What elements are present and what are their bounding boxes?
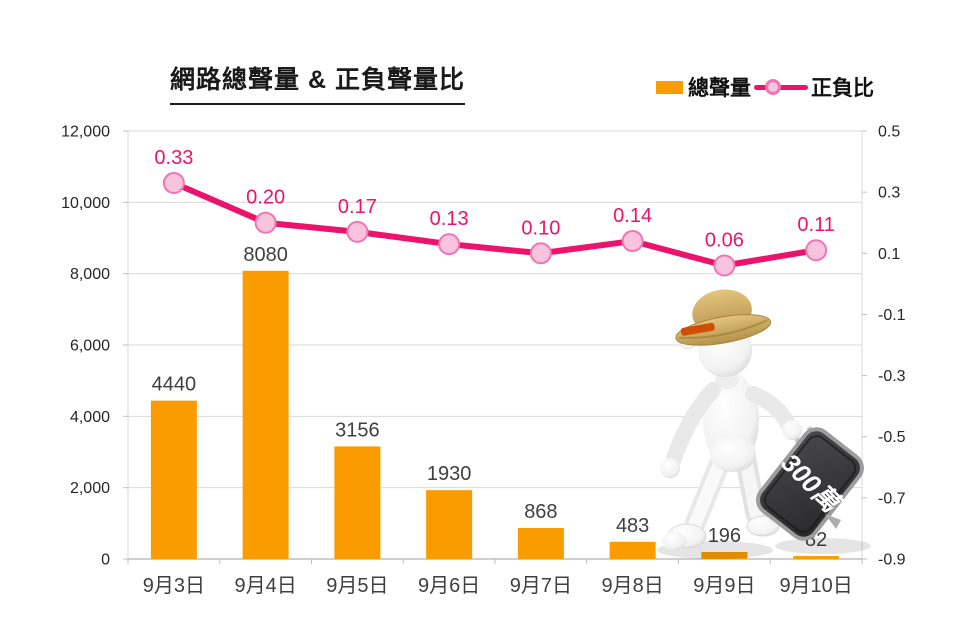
legend-item-line: 正負比 [751,72,874,102]
x-axis-category-label: 9月7日 [510,575,572,597]
left-axis-tick-label: 0 [101,552,110,569]
line-series [170,179,820,269]
left-axis-tick-label: 6,000 [70,338,110,355]
bar-value-label: 4440 [152,374,197,396]
suitcase-inner-edge [763,435,857,533]
figure-rear-boot [746,515,780,537]
bar-value-label: 8080 [243,244,288,266]
figure-right-hand [782,420,802,440]
figure-left-arm [664,382,721,472]
line-value-label: 0.17 [338,196,377,218]
bar-value-label: 196 [708,525,741,547]
suitcase: 300萬 [756,426,864,541]
x-axis-category-label: 9月8日 [602,575,664,597]
legend: 總聲量 正負比 [656,76,874,100]
line-value-label: 0.14 [613,205,652,227]
left-axis-tick-label: 12,000 [61,124,110,141]
bar [334,446,381,559]
bar-value-label: 868 [524,501,557,523]
line-marker [254,211,277,234]
line-value-label: 0.20 [246,187,285,209]
bar [150,400,197,559]
line-marker [162,171,185,194]
line-swatch-marker-icon [765,79,781,95]
x-axis-category-label: 9月9日 [693,575,755,597]
x-axis-category-label: 9月3日 [143,575,205,597]
right-axis-tick-label: -0.3 [878,368,906,385]
x-axis-category-label: 9月10日 [779,575,852,597]
bar [242,270,289,559]
figure-hip [710,436,756,472]
suitcase-shadow [775,538,871,554]
hat-band [680,322,715,336]
line-marker [805,239,828,262]
x-axis-category-label: 9月5日 [326,575,388,597]
right-axis-tick-label: -0.7 [878,490,906,507]
line-value-label: 0.06 [705,230,744,252]
chart-title: 網路總聲量 & 正負聲量比 [170,60,465,105]
bar [609,541,656,559]
right-axis-tick-label: 0.5 [878,124,900,141]
left-axis-tick-label: 2,000 [70,480,110,497]
x-axis-category-label: 9月4日 [235,575,297,597]
hat-brim-curl [678,319,768,339]
left-axis-tick-label: 4,000 [70,409,110,426]
line-value-label: 0.11 [797,214,834,236]
bar [701,552,748,559]
bar-value-label: 483 [616,515,649,537]
line-swatch-segment [754,85,808,90]
line-marker [438,233,461,256]
figurine-with-suitcase: 300萬 [657,289,871,559]
right-axis-tick-label: 0.3 [878,185,900,202]
figure-front-boot-toe [662,532,686,550]
legend-item-bar: 總聲量 [656,72,751,102]
line-value-label: 0.13 [430,208,469,230]
line-swatch-icon [754,78,808,96]
bar [793,556,840,559]
right-axis-tick-label: 0.1 [878,246,900,263]
line-value-label: 0.33 [154,147,193,169]
line-marker [713,254,736,277]
bar-value-label: 3156 [335,419,380,441]
figure-front-leg-highlight [688,453,728,531]
legend-line-label: 正負比 [811,77,874,100]
line-value-label: 0.10 [521,217,560,239]
cowboy-hat-icon [675,289,772,346]
right-axis-tick-label: -0.5 [878,429,906,446]
left-axis-tick-label: 8,000 [70,266,110,283]
bar-swatch-icon [656,80,683,94]
line-marker [621,230,644,253]
x-axis-category-label: 9月6日 [418,575,480,597]
right-axis-tick-label: -0.1 [878,307,906,324]
bar [517,528,564,559]
suitcase-body [756,427,864,541]
suitcase-arrow-icon [825,514,841,529]
bar [426,490,473,559]
left-axis-tick-label: 10,000 [61,195,110,212]
line-marker [529,242,552,265]
figure-left-hand [660,458,680,478]
line-marker [346,220,369,243]
legend-bar-label: 總聲量 [688,77,751,100]
right-axis-tick-label: -0.9 [878,552,906,569]
bar-value-label: 1930 [427,463,472,485]
